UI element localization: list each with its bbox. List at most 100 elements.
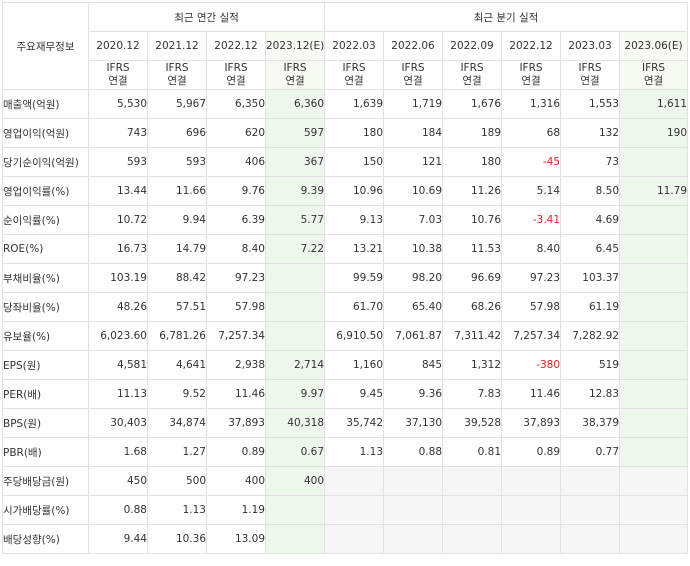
quarter-value-cell: 1,719 — [383, 89, 444, 119]
quarter-value-cell: 1,160 — [324, 350, 385, 380]
quarter-value-cell: 65.40 — [383, 292, 444, 322]
quarter-value-cell — [619, 292, 689, 322]
ifrs-label: IFRS — [106, 62, 130, 74]
annual-value-cell: 7,257.34 — [206, 321, 266, 351]
annual-value-cell: 593 — [147, 147, 207, 177]
table-row: 순이익률(%) 10.72 9.94 6.39 5.77 9.13 7.03 10.76 -3.… — [2, 205, 689, 235]
row-label: ROE(%) — [2, 234, 89, 264]
annual-value-cell: 500 — [147, 466, 207, 496]
annual-value-cell: 11.13 — [88, 379, 148, 409]
annual-value-cell — [264, 292, 326, 322]
quarter-value-cell: 1,312 — [442, 350, 503, 380]
row-label: EPS(원) — [2, 350, 89, 380]
annual-value-cell: 6,023.60 — [88, 321, 148, 351]
quarter-value-cell: 1,639 — [324, 89, 385, 119]
table-row: PER(배) 11.13 9.52 11.46 9.97 9.45 9.36 7.83 11.4… — [2, 379, 689, 409]
quarter-value-cell — [619, 466, 689, 496]
annual-value-cell: 9.94 — [147, 205, 207, 235]
quarter-value-cell: 150 — [324, 147, 385, 177]
period-header-quarter: 2022.09 — [442, 31, 503, 61]
period-header-quarter: 2022.06 — [383, 31, 444, 61]
annual-value-cell: 620 — [206, 118, 266, 148]
quarter-value-cell — [619, 495, 689, 525]
annual-value-cell: 103.19 — [88, 263, 148, 293]
quarter-value-cell: 190 — [619, 118, 689, 148]
consolidated-label: 연결 — [285, 75, 305, 87]
quarter-value-cell — [619, 437, 689, 467]
row-label: 시가배당률(%) — [2, 495, 89, 525]
quarter-value-cell — [619, 408, 689, 438]
annual-group-title: 최근 연간 실적 — [87, 2, 326, 32]
quarter-value-cell — [560, 524, 621, 554]
quarter-value-cell — [619, 147, 689, 177]
annual-value-cell: 9.97 — [264, 379, 326, 409]
annual-value-cell: 5.77 — [264, 205, 326, 235]
accounting-basis-header: IFRS 연결 — [442, 60, 503, 90]
annual-value-cell: 5,967 — [147, 89, 207, 119]
quarter-value-cell: 0.81 — [442, 437, 503, 467]
consolidated-label: 연결 — [643, 75, 664, 87]
table-row: 시가배당률(%) 0.88 1.13 1.19 — [2, 495, 689, 525]
annual-value-cell: 450 — [88, 466, 148, 496]
quarter-value-cell: 9.36 — [383, 379, 444, 409]
annual-value-cell: 57.51 — [147, 292, 207, 322]
annual-value-cell: 2,714 — [264, 350, 326, 380]
quarter-value-cell: 184 — [383, 118, 444, 148]
ifrs-label: IFRS — [578, 62, 602, 74]
quarter-value-cell: 1,676 — [442, 89, 503, 119]
quarter-value-cell — [560, 466, 621, 496]
quarter-value-cell: 37,893 — [501, 408, 562, 438]
row-label: 당기순이익(억원) — [2, 147, 89, 177]
accounting-basis-header: IFRS 연결 — [147, 60, 207, 90]
financial-summary-table: 주요재무정보 최근 연간 실적 최근 분기 실적 2020.12 2021.12 2… — [2, 2, 689, 554]
period-header-annual: 2020.12 — [88, 31, 148, 61]
accounting-basis-header: IFRS 연결 — [383, 60, 444, 90]
row-label: 순이익률(%) — [2, 205, 89, 235]
period-header-annual: 2022.12 — [206, 31, 266, 61]
quarter-value-cell: 37,130 — [383, 408, 444, 438]
table-row: 영업이익률(%) 13.44 11.66 9.76 9.39 10.96 10.69 11.2… — [2, 176, 689, 206]
quarter-value-cell: -380 — [501, 350, 562, 380]
annual-value-cell: 16.73 — [88, 234, 148, 264]
quarter-value-cell: 9.13 — [324, 205, 385, 235]
annual-value-cell: 13.44 — [88, 176, 148, 206]
consolidated-label: 연결 — [108, 75, 128, 87]
annual-value-cell: 34,874 — [147, 408, 207, 438]
table-row: 부채비율(%) 103.19 88.42 97.23 99.59 98.20 96.69 97… — [2, 263, 689, 293]
accounting-basis-header: IFRS 연결 — [619, 60, 689, 90]
quarter-value-cell — [560, 495, 621, 525]
quarter-value-cell: 845 — [383, 350, 444, 380]
ifrs-label: IFRS — [460, 62, 484, 74]
quarter-value-cell — [442, 466, 503, 496]
annual-value-cell: 1.19 — [206, 495, 266, 525]
table-row: BPS(원) 30,403 34,874 37,893 40,318 35,742 37,1… — [2, 408, 689, 438]
annual-value-cell: 9.44 — [88, 524, 148, 554]
annual-value-cell — [264, 321, 326, 351]
consolidated-label: 연결 — [580, 75, 600, 87]
quarter-group-title: 최근 분기 실적 — [324, 2, 689, 32]
annual-value-cell: 6.39 — [206, 205, 266, 235]
quarter-value-cell: 96.69 — [442, 263, 503, 293]
annual-value-cell: 597 — [264, 118, 326, 148]
quarter-value-cell: 68 — [501, 118, 562, 148]
period-header-quarter: 2023.06(E) — [619, 31, 689, 61]
annual-value-cell: 4,641 — [147, 350, 207, 380]
annual-value-cell: 696 — [147, 118, 207, 148]
quarter-value-cell: 7.83 — [442, 379, 503, 409]
quarter-value-cell: 35,742 — [324, 408, 385, 438]
quarter-value-cell: 103.37 — [560, 263, 621, 293]
quarter-value-cell: 7,061.87 — [383, 321, 444, 351]
consolidated-label: 연결 — [403, 75, 423, 87]
accounting-basis-header: IFRS 연결 — [264, 60, 326, 90]
annual-value-cell: 30,403 — [88, 408, 148, 438]
table-row: 당기순이익(억원) 593 593 406 367 150 121 180 -45 73 — [2, 147, 689, 177]
consolidated-label: 연결 — [344, 75, 364, 87]
quarter-value-cell: 10.38 — [383, 234, 444, 264]
period-header-quarter: 2022.03 — [324, 31, 385, 61]
ifrs-label: IFRS — [519, 62, 543, 74]
quarter-value-cell — [619, 263, 689, 293]
annual-value-cell: 400 — [264, 466, 326, 496]
annual-value-cell: 88.42 — [147, 263, 207, 293]
quarter-value-cell: 39,528 — [442, 408, 503, 438]
quarter-value-cell: 7,311.42 — [442, 321, 503, 351]
